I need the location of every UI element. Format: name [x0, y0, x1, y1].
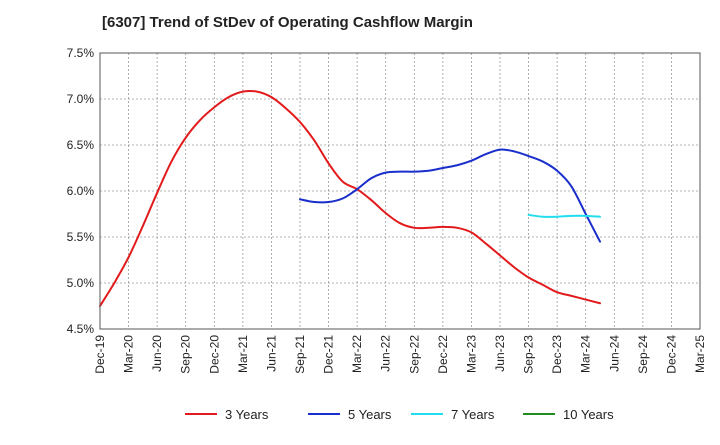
x-tick-label: Sep-20: [179, 335, 193, 374]
x-tick-label: Dec-19: [93, 335, 107, 374]
chart-title: [6307] Trend of StDev of Operating Cashf…: [102, 14, 473, 31]
x-tick-label: Sep-22: [407, 335, 421, 374]
x-tick-label: Mar-21: [236, 335, 250, 373]
x-tick-label: Mar-25: [693, 335, 707, 373]
x-tick-label: Dec-21: [322, 335, 336, 374]
series-layer: [99, 89, 601, 307]
axis-layer: 4.5% 5.0% 5.5% 6.0% 6.5% 7.0% 7.5% Dec-19 Mar-20…: [67, 46, 707, 374]
y-tick-label: 7.5%: [67, 46, 95, 60]
series-line-3: [527, 213, 601, 218]
x-tick-label: Mar-20: [122, 335, 136, 373]
x-tick-label: Dec-20: [207, 335, 221, 374]
x-tick-label: Dec-22: [436, 335, 450, 374]
x-tick-label: Sep-23: [522, 335, 536, 374]
x-tick-label: Jun-21: [264, 335, 278, 372]
series-line-2: [299, 148, 601, 243]
x-tick-label: Jun-20: [150, 335, 164, 372]
x-tick-label: Jun-23: [493, 335, 507, 372]
y-tick-label: 5.0%: [67, 276, 95, 290]
x-tick-label: Jun-24: [607, 335, 621, 372]
plot-frame: [99, 52, 701, 330]
y-tick-label: 6.0%: [67, 184, 95, 198]
x-tick-label: Sep-24: [636, 335, 650, 374]
x-tick-label: Dec-23: [550, 335, 564, 374]
y-tick-label: 6.5%: [67, 138, 95, 152]
x-tick-label: Mar-22: [350, 335, 364, 373]
legend-label-1: 3 Years: [225, 407, 269, 422]
legend-layer: 3 Years 5 Years 7 Years 10 Years: [185, 407, 614, 422]
x-tick-label: Sep-21: [293, 335, 307, 374]
x-tick-label: Mar-23: [464, 335, 478, 373]
series-line-1: [99, 89, 601, 307]
grid-layer: [100, 53, 700, 329]
x-tick-label: Mar-24: [579, 335, 593, 373]
x-tick-label: Jun-22: [379, 335, 393, 372]
y-tick-label: 5.5%: [67, 230, 95, 244]
x-tick-label: Dec-24: [664, 335, 678, 374]
legend-label-2: 5 Years: [348, 407, 392, 422]
y-tick-label: 7.0%: [67, 92, 95, 106]
legend-label-4: 10 Years: [563, 407, 614, 422]
y-tick-label: 4.5%: [67, 322, 95, 336]
legend-label-3: 7 Years: [451, 407, 495, 422]
